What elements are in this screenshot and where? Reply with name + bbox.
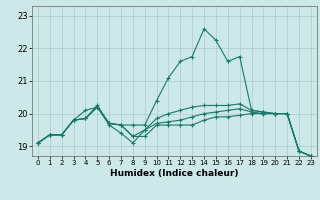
X-axis label: Humidex (Indice chaleur): Humidex (Indice chaleur) <box>110 169 239 178</box>
